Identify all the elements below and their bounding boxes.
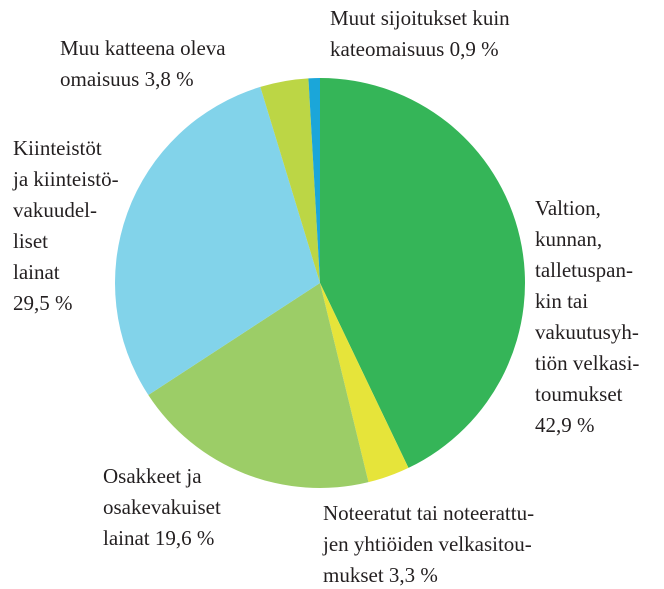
pie-slice — [114, 86, 321, 396]
category-label: Valtion, kunnan, talletuspan-kin tai vakuut… — [535, 196, 639, 406]
category-label: Muut sijoitukset kuin kateomaisuus — [330, 6, 510, 61]
category-label: Osakkeet ja osakevakuiset lainat — [103, 464, 221, 550]
value-label: 42,9 % — [535, 413, 595, 437]
category-label: Muu katteena oleva omaisuus — [60, 36, 226, 91]
value-label: 0,9 % — [444, 37, 498, 61]
value-label: 29,5 % — [13, 291, 73, 315]
category-label: Noteeratut tai noteerattu-jen yhtiöiden … — [322, 501, 534, 587]
slice-label: Kiinteistöt ja kiinteistö-vakuudel-liset l… — [12, 136, 119, 315]
pie-slice — [148, 283, 369, 489]
slice-label: Muu katteena oleva omaisuus 3,8 % — [60, 36, 226, 91]
slice-label: Muut sijoitukset kuin kateomaisuus 0,9 % — [330, 6, 510, 61]
value-label: 3,8 % — [139, 67, 193, 91]
value-label: 3,3 % — [384, 563, 438, 587]
pie-slice — [308, 78, 320, 283]
slice-label: Valtion, kunnan, talletuspan-kin tai vakuut… — [535, 196, 639, 437]
pie-slice — [320, 283, 409, 483]
value-label: 19,6 % — [150, 526, 215, 550]
pie-slice — [260, 78, 320, 283]
pie-slice — [320, 78, 526, 468]
slice-label: Noteeratut tai noteerattu-jen yhtiöiden … — [322, 501, 534, 587]
slice-label: Osakkeet ja osakevakuiset lainat 19,6 % — [103, 464, 221, 550]
category-label: Kiinteistöt ja kiinteistö-vakuudel-liset l… — [12, 136, 119, 284]
